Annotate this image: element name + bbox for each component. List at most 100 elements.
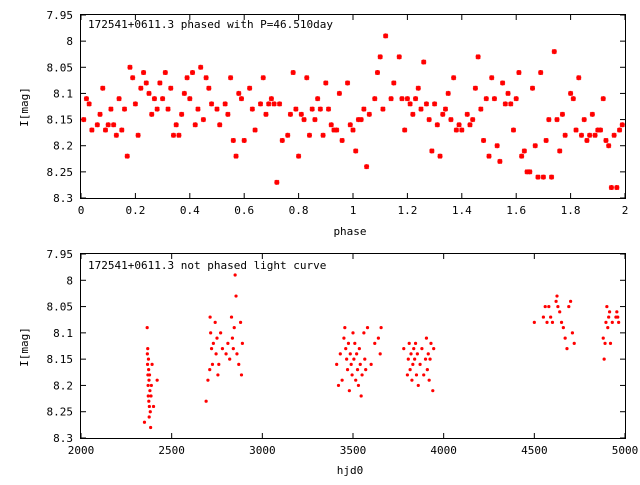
phased-data-point — [214, 106, 220, 112]
phased-x-tick-label: 1 — [350, 204, 357, 217]
phased-y-axis-label: I[mag] — [18, 87, 31, 127]
unphased-y-axis-label: I[mag] — [18, 327, 31, 367]
unphased-x-tick-label: 3500 — [340, 444, 367, 457]
phased-data-point — [138, 85, 144, 91]
phased-y-tick-label: 8 — [66, 35, 73, 48]
unphased-data-point — [547, 304, 551, 309]
phased-x-tick-label: 1.4 — [452, 204, 472, 217]
unphased-data-point — [355, 368, 360, 372]
phased-data-point — [233, 153, 239, 159]
phased-data-point — [467, 122, 473, 128]
phased-data-point — [257, 101, 264, 107]
phased-x-tick-label: 0.8 — [289, 204, 309, 217]
unphased-data-point — [610, 320, 614, 324]
phased-y-tick-label: 7.95 — [47, 9, 74, 22]
phased-data-point — [562, 132, 568, 138]
phased-data-point — [404, 96, 410, 102]
phased-data-point — [271, 101, 277, 107]
phased-data-point — [402, 127, 408, 133]
phased-data-point — [445, 90, 451, 96]
phased-data-point — [510, 127, 517, 133]
phased-data-point — [135, 132, 141, 138]
unphased-data-point — [355, 352, 359, 356]
unphased-data-point — [215, 336, 219, 340]
phased-data-point — [130, 75, 136, 81]
phased-data-point — [94, 122, 100, 128]
unphased-y-tick-label: 8.3 — [53, 432, 73, 445]
unphased-x-tick-label: 4500 — [521, 444, 548, 457]
phased-data-point — [355, 117, 362, 123]
phased-data-point — [165, 106, 171, 112]
phased-data-point — [521, 148, 527, 154]
phased-data-point — [429, 148, 435, 154]
unphased-data-point — [233, 273, 237, 277]
phased-data-point — [548, 174, 555, 180]
phased-x-tick-label: 1.6 — [506, 204, 526, 217]
unphased-data-point — [415, 352, 419, 356]
unphased-data-point — [604, 320, 608, 324]
phased-data-point — [111, 122, 117, 128]
phased-data-point — [616, 127, 623, 133]
phased-data-point — [317, 106, 323, 112]
unphased-data-point — [214, 352, 218, 356]
phased-data-point — [274, 179, 280, 185]
unphased-data-point — [340, 378, 344, 382]
unphased-data-point — [155, 378, 159, 382]
phased-plot-frame — [80, 14, 626, 199]
unphased-data-point — [369, 362, 373, 366]
phased-data-point — [119, 127, 125, 133]
unphased-data-point — [229, 315, 234, 319]
unphased-x-axis-label: hjd0 — [337, 464, 364, 477]
unphased-data-point — [146, 383, 150, 388]
unphased-data-point — [555, 294, 559, 298]
unphased-data-point — [556, 304, 560, 309]
phased-data-point — [470, 117, 476, 123]
phased-data-point — [344, 80, 351, 86]
unphased-data-point — [607, 310, 612, 314]
phased-y-tick-label: 8.15 — [47, 114, 74, 127]
unphased-data-point — [146, 394, 150, 398]
phased-y-tick-label: 8.1 — [53, 87, 73, 100]
phased-data-point — [451, 75, 457, 81]
phased-data-point — [279, 137, 285, 144]
unphased-data-point — [561, 326, 565, 330]
unphased-chart-title: 172541+0611.3 not phased light curve — [88, 259, 326, 272]
phased-data-point — [546, 117, 552, 123]
unphased-data-point — [422, 373, 426, 377]
phased-data-point — [600, 96, 606, 102]
phased-data-point — [331, 127, 337, 133]
phased-chart-title: 172541+0611.3 phased with P=46.510day — [88, 18, 333, 31]
unphased-data-point — [427, 378, 431, 382]
phased-data-point — [554, 117, 560, 123]
phased-data-point — [494, 143, 500, 149]
phased-data-point — [296, 153, 302, 159]
phased-data-point — [483, 96, 489, 102]
phased-data-point — [121, 106, 128, 112]
unphased-data-point — [213, 320, 217, 324]
unphased-data-point — [603, 341, 607, 345]
phased-panel: 172541+0611.3 phased with P=46.510day ph… — [18, 9, 628, 238]
phased-data-point — [418, 106, 424, 112]
unphased-data-point — [569, 299, 573, 303]
phased-data-point — [225, 111, 231, 117]
phased-data-point — [453, 127, 459, 133]
unphased-data-point — [209, 347, 214, 351]
phased-x-tick-label: 1.2 — [397, 204, 417, 217]
unphased-data-point — [414, 373, 419, 377]
unphased-data-point — [356, 383, 361, 388]
unphased-data-points — [142, 273, 621, 430]
phased-data-point — [334, 127, 340, 133]
phased-data-point — [146, 90, 152, 96]
unphased-data-point — [545, 320, 549, 324]
unphased-data-point — [418, 362, 422, 366]
unphased-data-point — [147, 415, 151, 419]
phased-data-point — [478, 106, 484, 112]
unphased-data-point — [402, 347, 406, 351]
phased-data-point — [230, 137, 236, 144]
unphased-data-point — [357, 347, 361, 351]
unphased-data-point — [219, 331, 223, 335]
unphased-data-point — [231, 347, 235, 351]
phased-data-point — [426, 117, 432, 123]
